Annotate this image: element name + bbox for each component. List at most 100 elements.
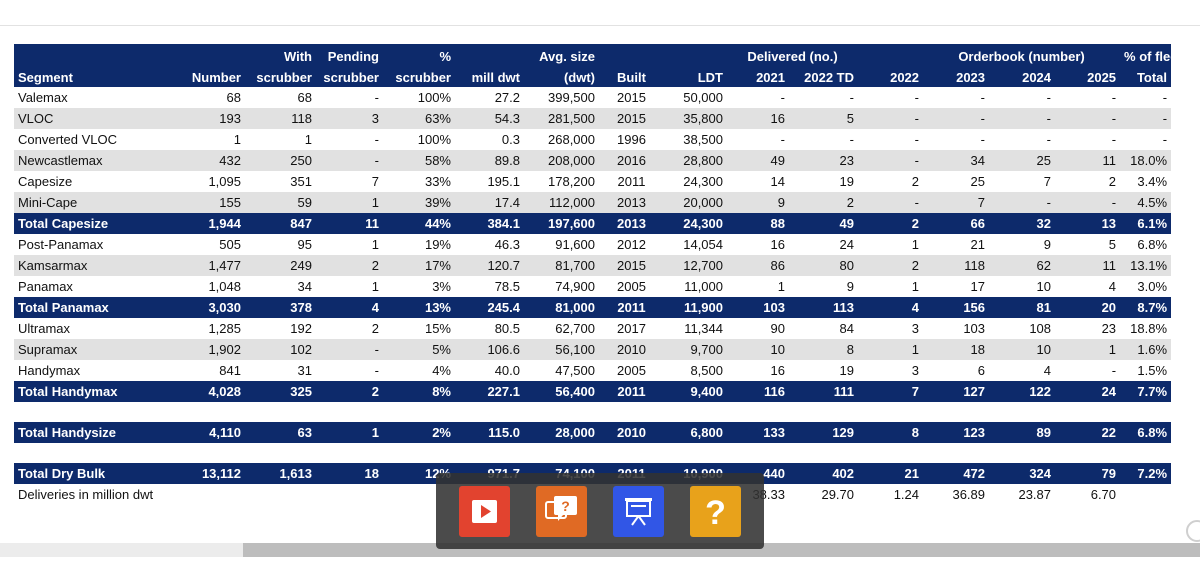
table-cell: 3,030 bbox=[162, 297, 245, 318]
table-cell: 2013 bbox=[599, 213, 664, 234]
table-cell: 86 bbox=[727, 255, 789, 276]
table-row: Kamsarmax 1,477 249 2 17% 120.7 81,700 2015 12,7… bbox=[14, 255, 1172, 276]
table-cell: 384.1 bbox=[455, 213, 524, 234]
table-cell: 1,095 bbox=[162, 171, 245, 192]
table-cell: 81,700 bbox=[524, 255, 599, 276]
table-cell: 56,400 bbox=[524, 381, 599, 402]
table-cell: 27.2 bbox=[455, 87, 524, 108]
table-cell: 56,100 bbox=[524, 339, 599, 360]
table-cell: 9 bbox=[727, 192, 789, 213]
table-cell: - bbox=[858, 192, 924, 213]
table-cell: 249 bbox=[245, 255, 316, 276]
table-cell: 2015 bbox=[599, 255, 664, 276]
table-cell: 3 bbox=[858, 360, 924, 381]
table-cell bbox=[383, 443, 455, 463]
spacer-row bbox=[14, 402, 1172, 422]
table-cell: 17 bbox=[923, 276, 990, 297]
table-body: Valemax 68 68-100% 27.2 399,500 2015 50,000- - -… bbox=[14, 87, 1172, 505]
table-cell bbox=[858, 443, 924, 463]
table-row: Panamax 1,048 34 1 3% 78.5 74,900 2005 11,000 1 9 1… bbox=[14, 276, 1172, 297]
table-cell: 208,000 bbox=[524, 150, 599, 171]
quiz-button[interactable]: ? bbox=[536, 486, 587, 537]
help-question-icon: ? bbox=[705, 494, 726, 532]
help-glyph: ? bbox=[705, 494, 726, 532]
table-cell: 2010 bbox=[599, 339, 664, 360]
table-cell: - bbox=[1120, 129, 1172, 150]
table-cell: 245.4 bbox=[455, 297, 524, 318]
header-cell: (dwt) bbox=[524, 64, 599, 87]
table-cell: 16 bbox=[727, 360, 789, 381]
table-cell: 2 bbox=[316, 381, 383, 402]
table-cell: 4% bbox=[383, 360, 455, 381]
segment-name-cell: Kamsarmax bbox=[14, 255, 162, 276]
table-cell: 12,700 bbox=[664, 255, 727, 276]
table-cell bbox=[664, 402, 727, 422]
table-cell: 5% bbox=[383, 339, 455, 360]
play-video-button[interactable] bbox=[459, 486, 510, 537]
table-cell: - bbox=[1055, 192, 1121, 213]
table-cell: 16 bbox=[727, 234, 789, 255]
table-cell bbox=[162, 484, 245, 505]
header-row-top: With Pending % Avg. size Delivered (no.)… bbox=[14, 44, 1172, 64]
table-cell bbox=[989, 402, 1056, 422]
table-cell bbox=[1120, 484, 1172, 505]
header-cell: 2022 TD bbox=[789, 64, 859, 87]
spacer-row bbox=[14, 443, 1172, 463]
table-cell: 11 bbox=[1055, 150, 1121, 171]
segment-name-cell: Total Panamax bbox=[14, 297, 162, 318]
table-cell: 2013 bbox=[599, 192, 664, 213]
table-cell: 4,110 bbox=[162, 422, 245, 443]
table-cell: 49 bbox=[789, 213, 859, 234]
header-cell: 2021 bbox=[727, 64, 789, 87]
segment-name-cell: Handymax bbox=[14, 360, 162, 381]
table-cell: 6.8% bbox=[1120, 234, 1172, 255]
table-cell: 1 bbox=[858, 234, 924, 255]
header-group-delivered: Delivered (no.) bbox=[727, 44, 859, 64]
presentation-button[interactable] bbox=[613, 486, 664, 537]
table-cell: 28,800 bbox=[664, 150, 727, 171]
table-cell: 122 bbox=[989, 381, 1056, 402]
segment-name-cell: Deliveries in million dwt bbox=[14, 484, 162, 505]
table-cell bbox=[727, 443, 789, 463]
table-cell: - bbox=[1055, 360, 1121, 381]
table-cell: 8% bbox=[383, 381, 455, 402]
table-cell: 24,300 bbox=[664, 171, 727, 192]
header-cell: Built bbox=[599, 64, 664, 87]
header-cell: 2024 bbox=[989, 64, 1056, 87]
table-cell: 1 bbox=[727, 276, 789, 297]
table-cell bbox=[664, 443, 727, 463]
table-cell: 1 bbox=[1055, 339, 1121, 360]
help-button[interactable]: ? bbox=[690, 486, 741, 537]
table-cell: - bbox=[1055, 108, 1121, 129]
table-cell: 9 bbox=[789, 276, 859, 297]
table-cell: 113 bbox=[789, 297, 859, 318]
table-cell: 108 bbox=[989, 318, 1056, 339]
table-cell: 4 bbox=[989, 360, 1056, 381]
table-cell: 2 bbox=[858, 171, 924, 192]
table-cell: 14 bbox=[727, 171, 789, 192]
table-cell: 34 bbox=[923, 150, 990, 171]
header-cell bbox=[455, 44, 524, 64]
table-cell bbox=[316, 443, 383, 463]
table-cell: - bbox=[727, 129, 789, 150]
table-cell: 31 bbox=[245, 360, 316, 381]
table-cell: 19 bbox=[789, 360, 859, 381]
table-cell: 6.1% bbox=[1120, 213, 1172, 234]
table-cell: 49 bbox=[727, 150, 789, 171]
table-cell: 0.3 bbox=[455, 129, 524, 150]
table-cell bbox=[245, 443, 316, 463]
svg-text:?: ? bbox=[561, 498, 570, 514]
table-cell: 102 bbox=[245, 339, 316, 360]
table-cell: 25 bbox=[923, 171, 990, 192]
table-cell: 4 bbox=[316, 297, 383, 318]
table-cell: 19 bbox=[789, 171, 859, 192]
table-cell: 13 bbox=[1055, 213, 1121, 234]
table-cell: 18.0% bbox=[1120, 150, 1172, 171]
segment-name-cell: Valemax bbox=[14, 87, 162, 108]
segment-name-cell: Capesize bbox=[14, 171, 162, 192]
table-cell: 7 bbox=[858, 381, 924, 402]
table-cell: 2 bbox=[316, 318, 383, 339]
table-cell: - bbox=[1055, 87, 1121, 108]
table-cell: - bbox=[923, 108, 990, 129]
table-cell: - bbox=[923, 87, 990, 108]
